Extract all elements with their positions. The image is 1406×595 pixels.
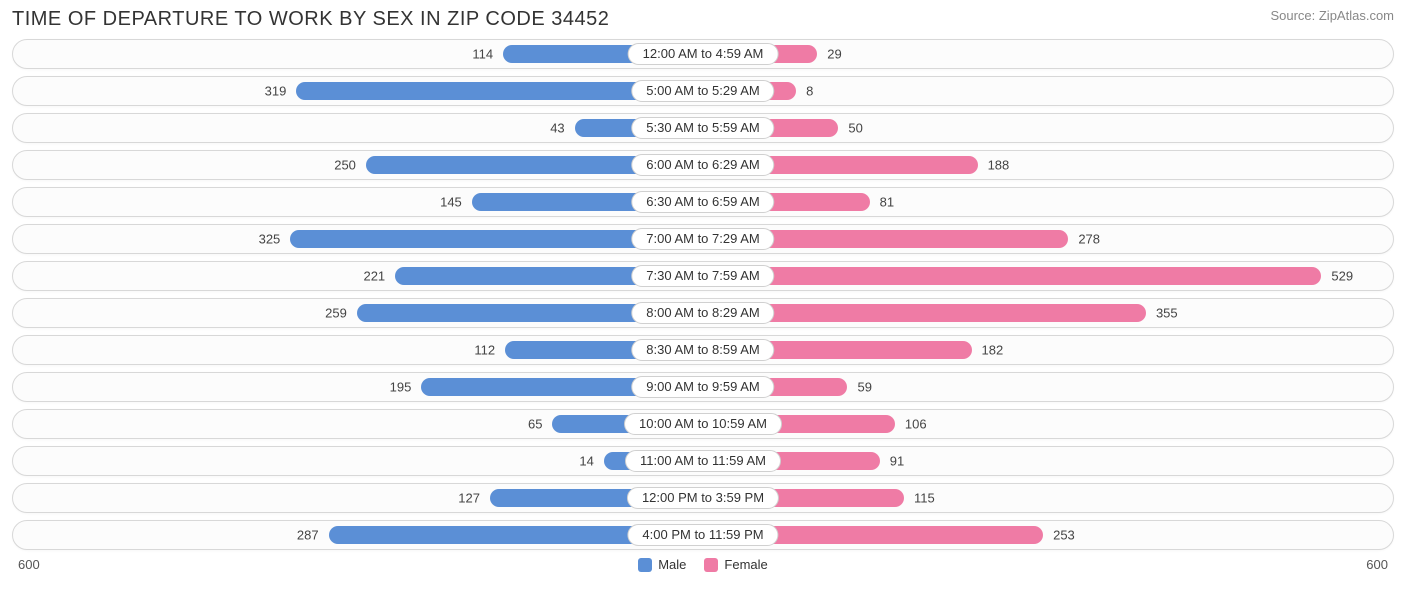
value-label-male: 127 xyxy=(458,491,480,506)
category-label: 12:00 PM to 3:59 PM xyxy=(627,487,779,509)
chart-row: 319 8 5:00 AM to 5:29 AM xyxy=(12,76,1394,106)
value-label-female: 50 xyxy=(848,121,862,136)
chart-header: TIME OF DEPARTURE TO WORK BY SEX IN ZIP … xyxy=(12,8,1394,31)
category-label: 11:00 AM to 11:59 AM xyxy=(625,450,781,472)
chart-row: 114 29 12:00 AM to 4:59 AM xyxy=(12,39,1394,69)
swatch-male xyxy=(638,558,652,572)
value-label-female: 106 xyxy=(905,417,927,432)
chart-title: TIME OF DEPARTURE TO WORK BY SEX IN ZIP … xyxy=(12,8,609,31)
value-label-female: 8 xyxy=(806,84,813,99)
category-label: 8:00 AM to 8:29 AM xyxy=(631,302,774,324)
value-label-male: 259 xyxy=(325,306,347,321)
value-label-male: 195 xyxy=(390,380,412,395)
value-label-male: 250 xyxy=(334,158,356,173)
category-label: 4:00 PM to 11:59 PM xyxy=(627,524,778,546)
chart-row: 259 355 8:00 AM to 8:29 AM xyxy=(12,298,1394,328)
category-label: 6:00 AM to 6:29 AM xyxy=(631,154,774,176)
axis-label-left: 600 xyxy=(18,557,40,572)
category-label: 7:00 AM to 7:29 AM xyxy=(631,228,774,250)
chart-row: 127 115 12:00 PM to 3:59 PM xyxy=(12,483,1394,513)
chart-source: Source: ZipAtlas.com xyxy=(1270,8,1394,23)
value-label-female: 59 xyxy=(857,380,871,395)
chart-row: 250 188 6:00 AM to 6:29 AM xyxy=(12,150,1394,180)
value-label-male: 319 xyxy=(265,84,287,99)
value-label-female: 253 xyxy=(1053,528,1075,543)
chart-row: 65 106 10:00 AM to 10:59 AM xyxy=(12,409,1394,439)
chart-row: 43 50 5:30 AM to 5:59 AM xyxy=(12,113,1394,143)
value-label-male: 145 xyxy=(440,195,462,210)
value-label-male: 221 xyxy=(363,269,385,284)
category-label: 8:30 AM to 8:59 AM xyxy=(631,339,774,361)
value-label-male: 112 xyxy=(474,343,495,358)
value-label-female: 182 xyxy=(982,343,1004,358)
value-label-female: 29 xyxy=(827,47,841,62)
value-label-female: 188 xyxy=(988,158,1010,173)
value-label-female: 278 xyxy=(1078,232,1100,247)
value-label-female: 355 xyxy=(1156,306,1178,321)
bar-female xyxy=(703,267,1321,285)
category-label: 10:00 AM to 10:59 AM xyxy=(624,413,782,435)
value-label-male: 65 xyxy=(528,417,542,432)
value-label-male: 114 xyxy=(472,47,493,62)
chart-row: 145 81 6:30 AM to 6:59 AM xyxy=(12,187,1394,217)
chart-row: 325 278 7:00 AM to 7:29 AM xyxy=(12,224,1394,254)
value-label-male: 287 xyxy=(297,528,319,543)
chart-row: 112 182 8:30 AM to 8:59 AM xyxy=(12,335,1394,365)
legend-item-male: Male xyxy=(638,557,686,572)
category-label: 5:00 AM to 5:29 AM xyxy=(631,80,774,102)
value-label-female: 529 xyxy=(1331,269,1353,284)
swatch-female xyxy=(704,558,718,572)
chart-row: 287 253 4:00 PM to 11:59 PM xyxy=(12,520,1394,550)
category-label: 12:00 AM to 4:59 AM xyxy=(628,43,779,65)
category-label: 9:00 AM to 9:59 AM xyxy=(631,376,774,398)
category-label: 5:30 AM to 5:59 AM xyxy=(631,117,774,139)
axis-label-right: 600 xyxy=(1366,557,1388,572)
chart-row: 14 91 11:00 AM to 11:59 AM xyxy=(12,446,1394,476)
chart-footer: 600 Male Female 600 xyxy=(12,557,1394,572)
category-label: 6:30 AM to 6:59 AM xyxy=(631,191,774,213)
chart-area: 114 29 12:00 AM to 4:59 AM 319 8 5:00 AM to 5… xyxy=(12,39,1394,550)
chart-row: 195 59 9:00 AM to 9:59 AM xyxy=(12,372,1394,402)
legend: Male Female xyxy=(638,557,768,572)
value-label-female: 115 xyxy=(914,491,935,506)
chart-row: 221 529 7:30 AM to 7:59 AM xyxy=(12,261,1394,291)
value-label-male: 14 xyxy=(579,454,593,469)
value-label-male: 325 xyxy=(259,232,281,247)
category-label: 7:30 AM to 7:59 AM xyxy=(631,265,774,287)
value-label-male: 43 xyxy=(550,121,564,136)
legend-label-male: Male xyxy=(658,557,686,572)
value-label-female: 91 xyxy=(890,454,904,469)
legend-item-female: Female xyxy=(704,557,767,572)
value-label-female: 81 xyxy=(880,195,894,210)
legend-label-female: Female xyxy=(724,557,767,572)
